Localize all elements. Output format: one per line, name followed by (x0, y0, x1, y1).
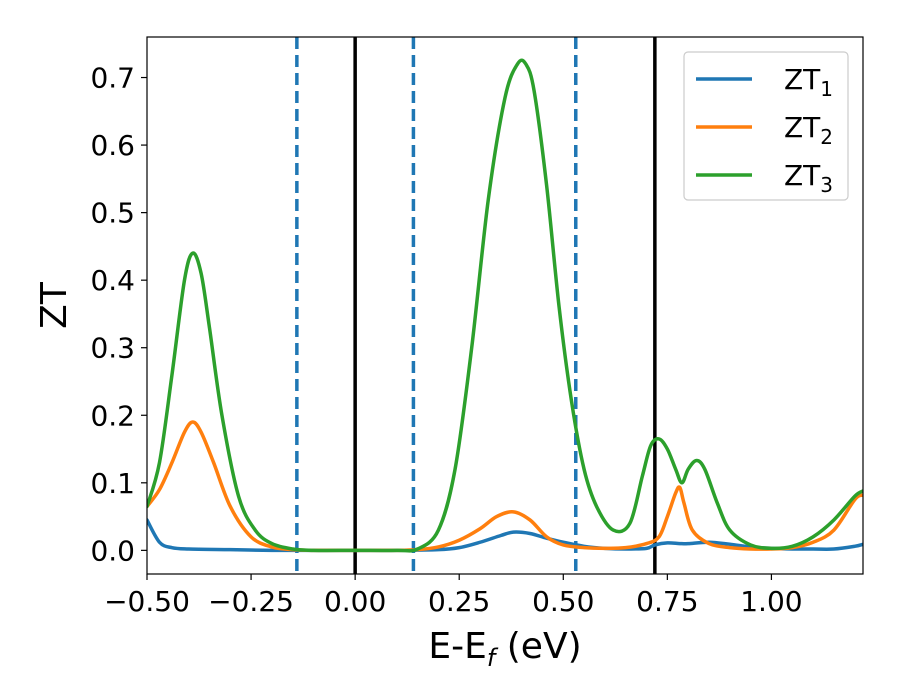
x-tick-label: 0.75 (636, 585, 698, 618)
legend: ZT1 ZT2 ZT3 (683, 51, 849, 201)
legend-box (683, 51, 849, 201)
x-tick-label: 0.00 (324, 585, 386, 618)
legend-label-zt3: ZT3 (784, 159, 833, 197)
y-tick-label: 0.3 (90, 332, 135, 365)
y-axis-label: ZT (34, 281, 75, 329)
y-tick-label: 0.4 (90, 264, 135, 297)
x-tick-label: −0.25 (208, 585, 294, 618)
y-tick-label: 0.1 (90, 467, 135, 500)
y-tick-label: 0.6 (90, 129, 135, 162)
series-lines (147, 58, 863, 553)
y-tick-label: 0.5 (90, 197, 135, 230)
reference-lines (295, 37, 657, 574)
x-tick-label: −0.50 (104, 585, 190, 618)
y-tick-label: 0.7 (90, 62, 135, 95)
series-line-zt2 (147, 420, 863, 553)
x-tick-label: 1.00 (740, 585, 802, 618)
legend-label-zt2: ZT2 (784, 111, 833, 149)
x-tick-label: 0.25 (428, 585, 490, 618)
plot-area (146, 36, 864, 575)
x-axis: −0.50 −0.25 0.00 0.25 0.50 0.75 1.00 (104, 574, 803, 618)
x-tick-label: 0.50 (532, 585, 594, 618)
x-axis-label: E-Ef (eV) (428, 626, 581, 672)
y-tick-label: 0.2 (90, 399, 135, 432)
legend-label-zt1: ZT1 (784, 63, 833, 101)
y-tick-label: 0.0 (90, 534, 135, 567)
y-axis: 0.0 0.1 0.2 0.3 0.4 0.5 0.6 0.7 (90, 62, 147, 567)
series-line-zt3 (147, 58, 863, 553)
